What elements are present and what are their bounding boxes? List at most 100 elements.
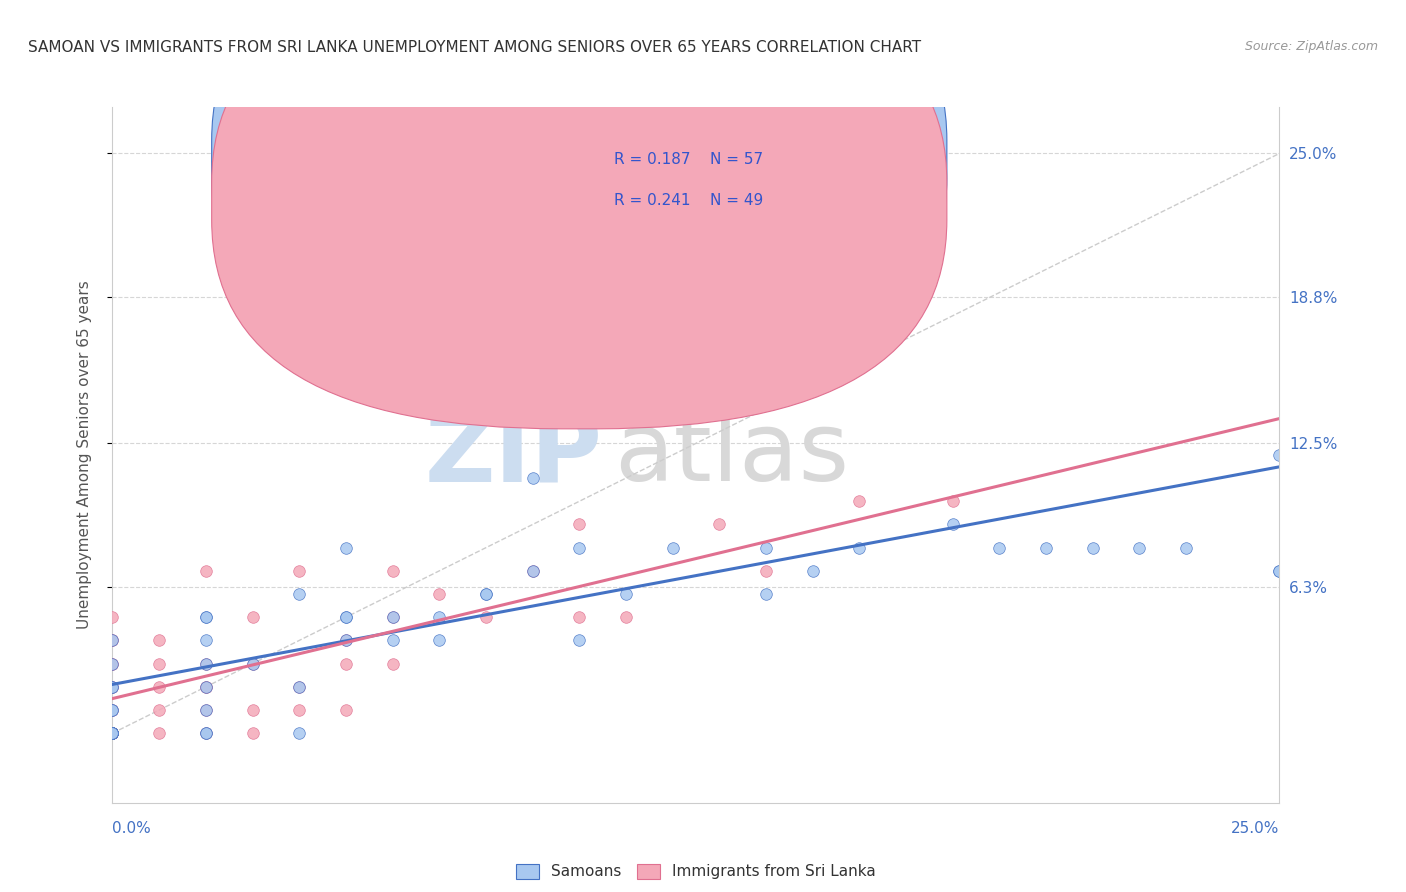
Point: [194, 726, 217, 740]
Point: [148, 680, 170, 694]
Point: [101, 726, 124, 740]
Point: [848, 494, 870, 508]
Point: [101, 726, 124, 740]
Point: [381, 657, 404, 671]
Point: [101, 703, 124, 717]
Point: [148, 703, 170, 717]
Point: [709, 193, 731, 207]
Text: atlas: atlas: [614, 409, 849, 501]
Point: [101, 633, 124, 648]
Point: [614, 610, 637, 624]
Point: [101, 633, 124, 648]
Point: [288, 703, 311, 717]
Point: [101, 726, 124, 740]
Point: [568, 541, 591, 555]
Text: ZIP: ZIP: [425, 409, 603, 501]
Text: 0.0%: 0.0%: [112, 822, 152, 837]
Point: [242, 657, 264, 671]
Point: [194, 703, 217, 717]
Point: [242, 703, 264, 717]
Point: [194, 610, 217, 624]
Point: [755, 587, 778, 601]
Point: [194, 633, 217, 648]
Point: [194, 726, 217, 740]
Point: [801, 564, 824, 578]
Point: [335, 541, 357, 555]
Text: 25.0%: 25.0%: [1232, 822, 1279, 837]
Point: [101, 680, 124, 694]
Point: [288, 564, 311, 578]
Point: [101, 726, 124, 740]
Point: [755, 541, 778, 555]
Text: SAMOAN VS IMMIGRANTS FROM SRI LANKA UNEMPLOYMENT AMONG SENIORS OVER 65 YEARS COR: SAMOAN VS IMMIGRANTS FROM SRI LANKA UNEM…: [28, 40, 921, 55]
Point: [101, 633, 124, 648]
Point: [661, 541, 683, 555]
FancyBboxPatch shape: [212, 0, 946, 429]
Point: [101, 680, 124, 694]
FancyBboxPatch shape: [534, 122, 904, 231]
Point: [148, 657, 170, 671]
Point: [242, 657, 264, 671]
Point: [427, 610, 450, 624]
Point: [194, 680, 217, 694]
Point: [101, 703, 124, 717]
Point: [288, 680, 311, 694]
Point: [1175, 541, 1198, 555]
Point: [194, 657, 217, 671]
Point: [101, 657, 124, 671]
Point: [335, 633, 357, 648]
Point: [522, 564, 544, 578]
Point: [848, 541, 870, 555]
Point: [427, 633, 450, 648]
Point: [101, 680, 124, 694]
Point: [1081, 541, 1104, 555]
Point: [194, 657, 217, 671]
Point: [335, 610, 357, 624]
Point: [101, 726, 124, 740]
Point: [101, 726, 124, 740]
Point: [288, 726, 311, 740]
Point: [381, 610, 404, 624]
Point: [148, 633, 170, 648]
Point: [194, 564, 217, 578]
Point: [101, 726, 124, 740]
Point: [194, 703, 217, 717]
Y-axis label: Unemployment Among Seniors over 65 years: Unemployment Among Seniors over 65 years: [77, 281, 91, 629]
Point: [475, 587, 498, 601]
Point: [101, 703, 124, 717]
Text: Source: ZipAtlas.com: Source: ZipAtlas.com: [1244, 40, 1378, 54]
Point: [614, 587, 637, 601]
Point: [381, 564, 404, 578]
Point: [568, 517, 591, 532]
Point: [427, 587, 450, 601]
Point: [522, 471, 544, 485]
Point: [335, 633, 357, 648]
Point: [101, 726, 124, 740]
Point: [568, 633, 591, 648]
Point: [101, 726, 124, 740]
Point: [942, 517, 965, 532]
Point: [1268, 564, 1291, 578]
Point: [194, 726, 217, 740]
Point: [288, 587, 311, 601]
Point: [755, 564, 778, 578]
Point: [288, 680, 311, 694]
Point: [1128, 541, 1150, 555]
Legend: Samoans, Immigrants from Sri Lanka: Samoans, Immigrants from Sri Lanka: [510, 857, 882, 886]
Point: [148, 726, 170, 740]
Point: [381, 633, 404, 648]
Point: [101, 726, 124, 740]
Point: [335, 657, 357, 671]
Text: R = 0.187    N = 57: R = 0.187 N = 57: [614, 152, 763, 167]
Point: [242, 726, 264, 740]
Point: [1268, 448, 1291, 462]
Point: [381, 610, 404, 624]
Point: [194, 680, 217, 694]
Point: [1268, 564, 1291, 578]
Point: [101, 726, 124, 740]
Point: [475, 610, 498, 624]
Point: [194, 610, 217, 624]
Point: [335, 610, 357, 624]
Point: [194, 680, 217, 694]
Point: [475, 587, 498, 601]
